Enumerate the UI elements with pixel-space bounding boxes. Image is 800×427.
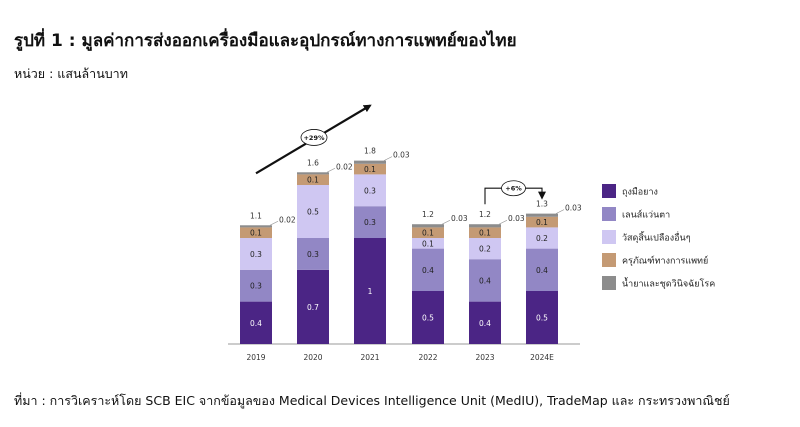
- bar-segment: [354, 163, 386, 175]
- bar-segment: [526, 248, 558, 291]
- data-label: 0.3: [364, 218, 376, 227]
- data-label: 0.02: [279, 215, 296, 224]
- legend-label: น้ำยาและชุดวินิจฉัยโรค: [622, 277, 715, 290]
- growth-badge: [501, 180, 526, 197]
- bar-segment: [526, 227, 558, 249]
- leader-line: [383, 156, 393, 161]
- total-label: 1.3: [536, 200, 548, 209]
- legend-swatch: [602, 207, 616, 221]
- leader-line: [269, 221, 279, 226]
- data-label: 0.1: [364, 165, 376, 174]
- legend-label: เลนส์แว่นตา: [622, 209, 670, 221]
- x-tick-label: 2019: [246, 353, 265, 362]
- bar-segment: [469, 301, 501, 344]
- bar-segment: [412, 227, 444, 238]
- leader-line: [326, 168, 336, 173]
- data-label: 0.4: [536, 266, 548, 275]
- data-label: 0.5: [307, 208, 319, 217]
- bar-segment: [354, 174, 386, 207]
- x-tick-label: 2024E: [530, 353, 554, 362]
- data-label: 0.03: [508, 214, 525, 223]
- data-label: 1: [368, 287, 373, 296]
- bar-segment: [526, 216, 558, 228]
- bar-segment: [469, 224, 501, 228]
- legend-swatch: [602, 253, 616, 267]
- legend-swatch: [602, 184, 616, 198]
- bar-segment: [297, 185, 329, 238]
- bar-segment: [354, 206, 386, 238]
- bar-segment: [412, 224, 444, 228]
- bar-segment: [240, 227, 272, 238]
- data-label: 0.7: [307, 303, 319, 312]
- data-label: 0.03: [393, 151, 410, 160]
- data-label: 0.1: [422, 229, 434, 238]
- leader-line: [498, 219, 508, 225]
- data-label: 0.02: [336, 162, 353, 171]
- bar-segment: [240, 269, 272, 302]
- x-tick-label: 2023: [475, 353, 494, 362]
- bar-segment: [297, 172, 329, 175]
- bar-segment: [240, 225, 272, 228]
- bar-segment: [469, 259, 501, 302]
- data-label: 0.1: [479, 229, 491, 238]
- data-label: 0.4: [479, 276, 491, 285]
- legend-label: วัสดุสิ้นเปลืองอื่นๆ: [622, 231, 691, 244]
- x-tick-label: 2022: [418, 353, 437, 362]
- data-label: 0.3: [250, 282, 262, 291]
- bar-segment: [412, 248, 444, 291]
- bar-segment: [412, 291, 444, 344]
- total-label: 1.1: [250, 211, 262, 220]
- legend-swatch: [602, 230, 616, 244]
- data-label: 0.1: [250, 229, 262, 238]
- bar-segment: [297, 269, 329, 344]
- unit-label: หน่วย : แสนล้านบาท: [14, 66, 128, 81]
- data-label: 0.03: [451, 214, 468, 223]
- data-label: 0.1: [422, 239, 434, 248]
- data-label: 0.2: [536, 234, 548, 243]
- bar-segment: [354, 160, 386, 164]
- leader-line: [555, 209, 565, 214]
- page-title: รูปที่ 1 : มูลค่าการส่งออกเครื่องมือและอ…: [14, 31, 517, 51]
- total-label: 1.8: [364, 147, 376, 156]
- growth-badge: [300, 129, 328, 146]
- leader-line: [441, 219, 451, 225]
- data-label: 0.3: [364, 186, 376, 195]
- bar-segment: [297, 238, 329, 270]
- bar-segment: [469, 238, 501, 260]
- data-label: 0.5: [536, 314, 548, 323]
- data-label: 0.2: [479, 245, 491, 254]
- total-label: 1.6: [307, 158, 319, 167]
- source-note: ที่มา : การวิเคราะห์โดย SCB EIC จากข้อมู…: [14, 393, 730, 408]
- growth-label: +6%: [505, 185, 522, 193]
- bar-segment: [526, 291, 558, 344]
- bar-segment: [526, 213, 558, 217]
- growth-label: +29%: [303, 134, 324, 142]
- bar-segment: [240, 301, 272, 344]
- bar-segment: [412, 238, 444, 249]
- data-label: 0.3: [250, 250, 262, 259]
- legend-label: ถุงมือยาง: [622, 187, 658, 198]
- data-label: 0.1: [307, 176, 319, 185]
- x-tick-label: 2020: [303, 353, 322, 362]
- data-label: 0.3: [307, 250, 319, 259]
- bar-segment: [240, 238, 272, 270]
- data-label: 0.4: [479, 319, 491, 328]
- data-label: 0.4: [422, 266, 434, 275]
- data-label: 0.03: [565, 204, 582, 213]
- legend-label: ครุภัณฑ์ทางการแพทย์: [622, 255, 708, 267]
- x-tick-label: 2021: [360, 353, 379, 362]
- data-label: 0.1: [536, 218, 548, 227]
- bar-segment: [297, 174, 329, 185]
- legend-swatch: [602, 276, 616, 290]
- bar-segment: [354, 238, 386, 344]
- total-label: 1.2: [422, 210, 434, 219]
- bar-segment: [469, 227, 501, 238]
- data-label: 0.5: [422, 314, 434, 323]
- total-label: 1.2: [479, 210, 491, 219]
- data-label: 0.4: [250, 319, 262, 328]
